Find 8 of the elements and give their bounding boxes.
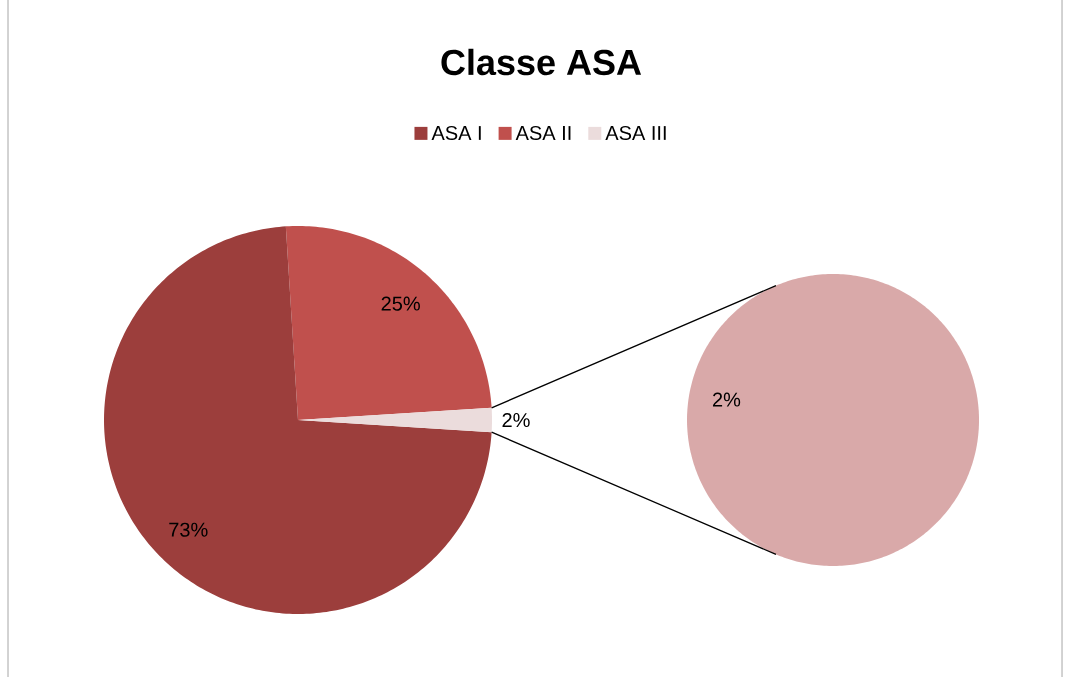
data-label: 73% xyxy=(169,522,208,537)
legend-label: ASA I xyxy=(431,125,481,141)
legend-label: ASA III xyxy=(605,125,666,141)
data-label: 25% xyxy=(381,296,420,311)
data-label: 2% xyxy=(712,392,741,407)
data-label: 2% xyxy=(502,412,530,428)
chart-title: Classe ASA xyxy=(441,48,642,76)
legend-label: ASA II xyxy=(515,125,571,141)
